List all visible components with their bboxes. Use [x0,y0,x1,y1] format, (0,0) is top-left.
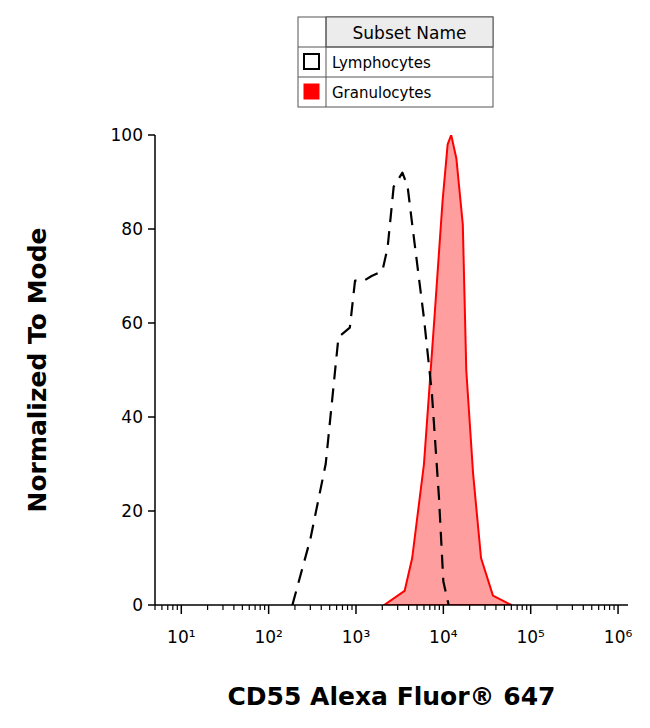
x-minor-tick [167,605,168,610]
x-minor-tick [583,605,584,610]
x-minor-tick [172,605,173,610]
x-minor-tick [495,605,496,610]
x-tick-label: 10⁵ [516,627,544,647]
x-minor-tick [347,605,348,610]
x-minor-tick [434,605,435,610]
x-minor-tick [177,605,178,610]
x-minor-tick [336,605,337,610]
x-minor-tick [329,605,330,610]
legend-frame [298,17,493,107]
x-tick-label: 10⁶ [604,627,633,647]
y-tick-label: 40 [121,407,143,427]
y-tick-label: 60 [121,313,143,333]
legend-row-line [298,47,493,48]
x-tick-label: 10⁴ [429,627,458,647]
x-minor-tick [249,605,250,610]
histogram-line [292,173,448,605]
y-tick-label: 80 [121,219,143,239]
x-minor-tick [222,605,223,610]
y-tick [148,510,155,512]
legend-row-line [298,77,493,78]
x-minor-tick [522,605,523,610]
x-minor-tick [233,605,234,610]
y-axis-label: Normalized To Mode [23,227,52,512]
y-tick [148,134,155,136]
plot-area [292,135,511,605]
x-minor-tick [423,605,424,610]
x-minor-tick [207,605,208,610]
legend-divider [326,17,327,107]
legend-title: Subset Name [353,23,467,43]
x-minor-tick [598,605,599,610]
x-tick [443,605,445,614]
y-tick-label: 100 [111,125,143,145]
x-minor-tick [469,605,470,610]
legend-label: Lymphocytes [332,54,431,72]
histogram-area [384,135,511,605]
x-minor-tick [556,605,557,610]
x-minor-tick [260,605,261,610]
x-tick [268,605,270,614]
y-tick [148,322,155,324]
x-minor-tick [511,605,512,610]
legend-label: Granulocytes [332,84,432,102]
legend: Subset Name Lymphocytes Granulocytes [298,17,493,107]
x-minor-tick [382,605,383,610]
chart: 0 20 40 60 80 100 10¹ 10² 10³ 10⁴ 10⁵ 10⁶ CD55 Alexa… [0,0,650,728]
x-minor-tick [504,605,505,610]
x-tick [355,605,357,614]
x-minor-tick [161,605,162,610]
x-minor-tick [604,605,605,610]
x-minor-tick [408,605,409,610]
x-minor-tick [526,605,527,610]
legend-header [326,17,493,47]
x-minor-tick [321,605,322,610]
x-minor-tick [572,605,573,610]
x-minor-tick [154,605,155,610]
x-minor-tick [342,605,343,610]
x-minor-tick [416,605,417,610]
x-tick-label: 10³ [342,627,370,647]
x-minor-tick [439,605,440,610]
y-axis [154,135,156,605]
y-tick [148,416,155,418]
y-tick [148,604,155,606]
x-tick [617,605,619,614]
x-tick [181,605,183,614]
x-minor-tick [310,605,311,610]
legend-swatch [304,84,319,99]
x-tick-label: 10² [254,627,282,647]
x-minor-tick [429,605,430,610]
x-minor-tick [294,605,295,610]
x-minor-tick [242,605,243,610]
x-minor-tick [591,605,592,610]
x-axis-label: CD55 Alexa Fluor® 647 [227,682,555,711]
x-minor-tick [517,605,518,610]
x-minor-tick [264,605,265,610]
y-tick [148,228,155,230]
x-minor-tick [351,605,352,610]
y-tick-label: 0 [132,595,143,615]
x-minor-tick [397,605,398,610]
x-minor-tick [484,605,485,610]
x-minor-tick [609,605,610,610]
x-tick-label: 10¹ [167,627,195,647]
x-minor-tick [613,605,614,610]
x-tick [530,605,532,614]
x-minor-tick [255,605,256,610]
legend-swatch [304,54,319,69]
y-tick-label: 20 [121,501,143,521]
